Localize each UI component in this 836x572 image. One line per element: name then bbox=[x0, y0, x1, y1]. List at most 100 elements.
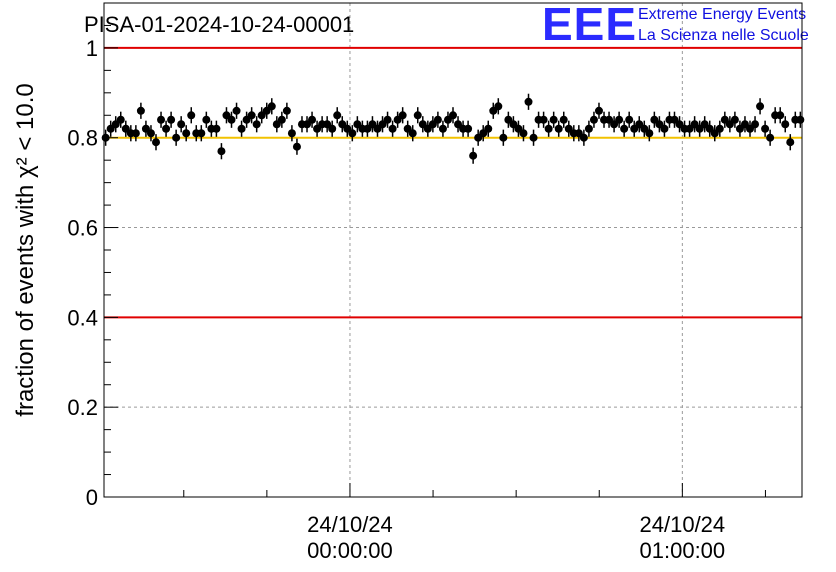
data-point bbox=[730, 111, 739, 128]
data-point bbox=[761, 120, 770, 137]
data-point bbox=[413, 107, 422, 124]
data-marker bbox=[499, 133, 508, 142]
data-point bbox=[645, 125, 654, 142]
data-point bbox=[398, 107, 407, 124]
data-point bbox=[287, 125, 296, 142]
data-point bbox=[519, 125, 528, 142]
data-point bbox=[579, 129, 588, 146]
data-marker bbox=[589, 115, 598, 124]
data-marker bbox=[660, 124, 669, 133]
data-marker bbox=[167, 115, 176, 124]
data-marker bbox=[197, 129, 206, 138]
data-marker bbox=[519, 129, 528, 138]
data-marker bbox=[579, 133, 588, 142]
y-tick-label: 0.4 bbox=[67, 305, 98, 330]
data-marker bbox=[252, 120, 261, 129]
data-marker bbox=[645, 129, 654, 138]
eee-logo-line1: Extreme Energy Events bbox=[638, 6, 807, 23]
y-axis-label: fraction of events with χ² < 10.0 bbox=[12, 83, 39, 416]
data-point bbox=[131, 125, 140, 142]
data-marker bbox=[413, 111, 422, 120]
y-tick-label: 0 bbox=[86, 485, 98, 510]
data-marker bbox=[408, 129, 417, 138]
data-point bbox=[202, 111, 211, 128]
data-marker bbox=[438, 124, 447, 133]
x-tick-label-time: 00:00:00 bbox=[307, 538, 393, 563]
data-marker bbox=[544, 124, 553, 133]
data-point bbox=[348, 125, 357, 142]
data-marker bbox=[152, 138, 161, 147]
data-point bbox=[715, 120, 724, 137]
data-point bbox=[449, 107, 457, 124]
data-point bbox=[217, 143, 226, 160]
data-marker bbox=[292, 142, 301, 151]
data-point bbox=[615, 111, 624, 128]
data-point bbox=[796, 111, 805, 128]
data-point bbox=[786, 134, 795, 151]
data-marker bbox=[539, 115, 548, 124]
data-marker bbox=[761, 124, 770, 133]
data-point bbox=[136, 102, 145, 119]
data-marker bbox=[398, 111, 407, 120]
data-point bbox=[438, 120, 447, 137]
data-marker bbox=[524, 97, 533, 106]
data-points bbox=[101, 93, 805, 164]
data-marker bbox=[388, 124, 397, 133]
data-marker bbox=[182, 129, 191, 138]
data-point bbox=[267, 98, 276, 115]
data-point bbox=[212, 120, 221, 137]
data-point bbox=[162, 120, 171, 137]
data-point bbox=[524, 93, 533, 110]
data-point bbox=[157, 111, 166, 128]
data-point bbox=[146, 125, 155, 142]
data-point bbox=[116, 111, 125, 128]
data-point bbox=[252, 116, 261, 133]
data-point bbox=[237, 120, 246, 137]
eee-logo-mark: EEE bbox=[542, 0, 638, 50]
data-marker bbox=[348, 129, 357, 138]
data-marker bbox=[494, 102, 503, 111]
data-marker bbox=[282, 106, 291, 115]
data-point bbox=[232, 102, 241, 119]
data-point bbox=[766, 129, 775, 146]
data-point bbox=[383, 111, 392, 128]
axes: 00.20.40.60.8124/10/2400:00:0024/10/2401… bbox=[67, 2, 766, 563]
data-marker bbox=[786, 138, 795, 147]
data-marker bbox=[781, 120, 790, 129]
data-point bbox=[227, 111, 236, 128]
data-point bbox=[781, 116, 790, 133]
data-marker bbox=[433, 115, 442, 124]
data-marker bbox=[469, 151, 478, 160]
data-marker bbox=[162, 124, 171, 133]
y-tick-label: 0.6 bbox=[67, 216, 98, 241]
data-point bbox=[464, 120, 473, 137]
plot-frame bbox=[103, 2, 803, 498]
data-point bbox=[584, 120, 593, 137]
data-marker bbox=[146, 129, 155, 138]
data-marker bbox=[383, 115, 392, 124]
data-marker bbox=[484, 124, 493, 133]
data-point bbox=[549, 111, 558, 128]
data-marker bbox=[131, 129, 140, 138]
data-marker bbox=[212, 124, 221, 133]
x-tick-label-time: 01:00:00 bbox=[640, 538, 726, 563]
data-point bbox=[594, 102, 603, 119]
chart-title: PISA-01-2024-10-24-00001 bbox=[84, 12, 354, 37]
data-marker bbox=[157, 115, 166, 124]
data-point bbox=[620, 120, 629, 137]
data-point bbox=[756, 98, 765, 115]
data-marker bbox=[796, 115, 805, 124]
data-point bbox=[308, 111, 317, 128]
data-marker bbox=[584, 124, 593, 133]
data-point bbox=[167, 111, 176, 128]
data-marker bbox=[776, 111, 785, 120]
data-marker bbox=[333, 111, 342, 120]
data-point bbox=[544, 120, 553, 137]
data-point bbox=[277, 111, 286, 128]
data-marker bbox=[529, 133, 538, 142]
data-point bbox=[559, 111, 568, 128]
data-point bbox=[328, 120, 337, 137]
data-point bbox=[333, 107, 342, 124]
data-marker bbox=[177, 120, 186, 129]
